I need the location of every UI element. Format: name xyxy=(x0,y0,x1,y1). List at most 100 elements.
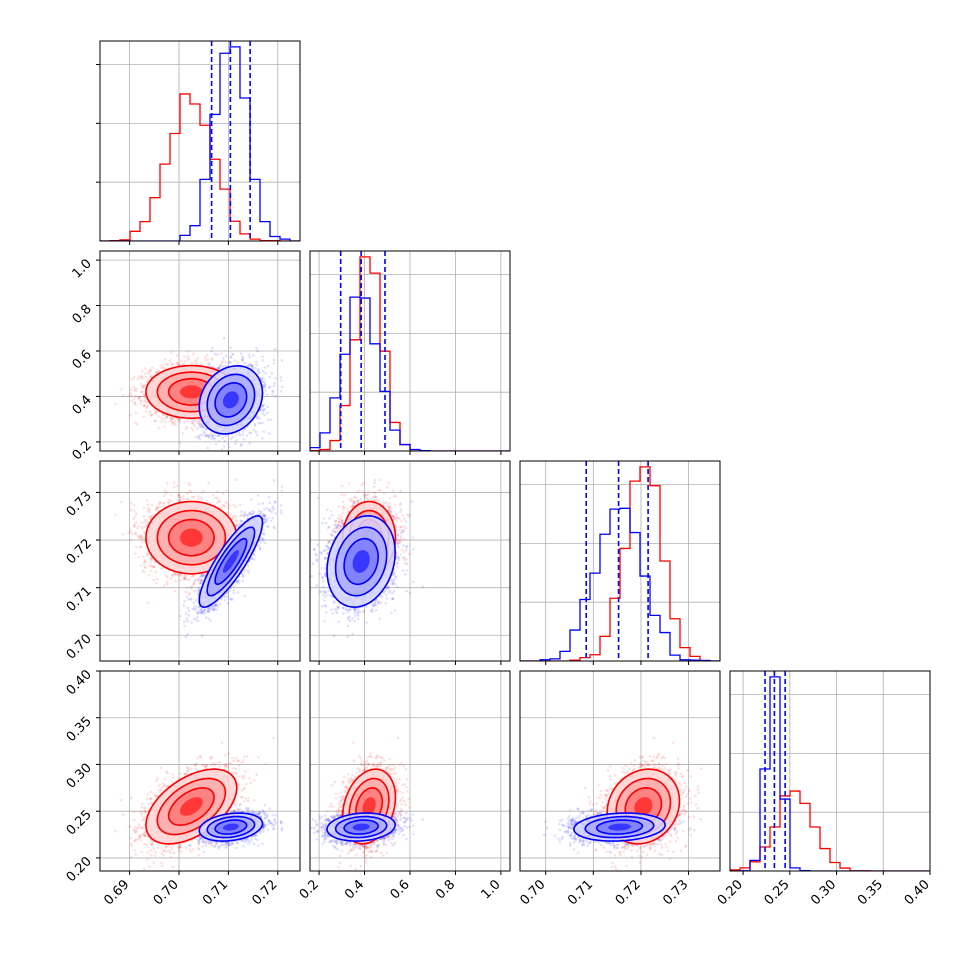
scatter-point xyxy=(145,401,149,405)
scatter-point xyxy=(154,409,158,413)
scatter-point xyxy=(262,408,265,411)
scatter-point xyxy=(245,452,248,455)
scatter-point xyxy=(133,401,137,405)
scatter-point xyxy=(224,504,227,508)
scatter-point xyxy=(246,364,250,368)
scatter-point xyxy=(263,380,266,384)
scatter-point xyxy=(192,428,195,432)
scatter-point xyxy=(191,495,194,499)
scatter-point xyxy=(142,404,146,408)
scatter-point xyxy=(250,364,254,367)
scatter-point xyxy=(259,421,262,425)
scatter-point xyxy=(184,427,188,431)
scatter-point xyxy=(241,430,245,433)
scatter-point xyxy=(192,419,196,423)
scatter-point xyxy=(197,420,201,424)
scatter-point xyxy=(254,430,258,434)
scatter-point xyxy=(150,375,153,378)
scatter-panel-0-2: 0.700.710.720.73 xyxy=(64,460,301,665)
scatter-point xyxy=(215,434,218,438)
scatter-point xyxy=(257,372,260,375)
scatter-point xyxy=(133,515,137,519)
scatter-point xyxy=(202,426,206,429)
scatter-point xyxy=(266,405,269,409)
scatter-point xyxy=(194,609,198,613)
scatter-point xyxy=(192,352,195,356)
scatter-point xyxy=(198,425,201,428)
scatter-point xyxy=(163,363,166,366)
scatter-point xyxy=(137,555,140,559)
scatter-point xyxy=(279,376,283,379)
scatter-point xyxy=(148,411,151,414)
scatter-point xyxy=(153,411,157,415)
scatter-point xyxy=(141,384,144,388)
scatter-point xyxy=(229,355,233,358)
scatter-point xyxy=(134,421,137,424)
scatter-point xyxy=(206,358,209,361)
scatter-point xyxy=(145,380,149,384)
panel-content xyxy=(100,461,300,661)
scatter-point xyxy=(197,436,201,439)
scatter-point xyxy=(132,377,135,381)
scatter-point xyxy=(256,369,259,373)
scatter-point xyxy=(229,346,232,349)
scatter-point xyxy=(188,483,192,487)
scatter-point xyxy=(114,402,117,406)
scatter-point xyxy=(143,395,147,399)
scatter-point xyxy=(255,363,258,367)
scatter-point xyxy=(149,414,153,418)
scatter-point xyxy=(228,445,231,449)
scatter-point xyxy=(206,446,209,450)
scatter-point xyxy=(261,359,265,362)
scatter-point xyxy=(136,377,140,381)
scatter-point xyxy=(237,522,241,526)
scatter-point xyxy=(214,442,218,446)
scatter-point xyxy=(146,378,150,381)
scatter-point xyxy=(261,437,264,440)
scatter-point xyxy=(217,434,221,437)
scatter-point xyxy=(268,432,271,435)
scatter-point xyxy=(268,385,272,388)
scatter-point xyxy=(171,417,175,421)
scatter-point xyxy=(193,360,197,363)
scatter-point xyxy=(238,433,242,437)
scatter-point xyxy=(249,364,253,367)
scatter-point xyxy=(127,531,130,534)
scatter-point xyxy=(150,514,154,517)
scatter-point xyxy=(219,364,223,367)
scatter-point xyxy=(186,354,190,358)
scatter-point xyxy=(129,378,133,381)
scatter-point xyxy=(193,424,196,428)
scatter-point xyxy=(150,375,154,378)
scatter-point xyxy=(139,399,143,403)
scatter-point xyxy=(210,435,214,439)
scatter-point xyxy=(163,425,166,428)
scatter-point xyxy=(210,437,214,441)
scatter-point xyxy=(222,445,226,448)
scatter-point xyxy=(204,434,208,438)
scatter-point xyxy=(220,447,224,451)
scatter-point xyxy=(231,435,235,439)
scatter-point xyxy=(196,427,199,430)
scatter-point xyxy=(235,438,238,442)
scatter-point xyxy=(199,579,202,582)
scatter-point xyxy=(263,403,266,406)
scatter-point xyxy=(143,403,147,407)
scatter-point xyxy=(139,382,143,386)
scatter-point xyxy=(170,416,174,420)
scatter-point xyxy=(144,399,147,403)
panel-content xyxy=(310,251,510,451)
scatter-point xyxy=(208,433,211,437)
scatter-point xyxy=(262,385,266,389)
scatter-point xyxy=(169,417,173,420)
scatter-point xyxy=(200,423,204,427)
scatter-point xyxy=(257,370,261,374)
scatter-point xyxy=(266,364,270,368)
scatter-point xyxy=(242,438,246,441)
scatter-point xyxy=(259,377,263,380)
scatter-point xyxy=(135,423,139,426)
scatter-point xyxy=(190,421,194,424)
scatter-point xyxy=(183,575,186,578)
scatter-point xyxy=(171,574,174,577)
y-tick-label: 0.4 xyxy=(70,393,95,418)
